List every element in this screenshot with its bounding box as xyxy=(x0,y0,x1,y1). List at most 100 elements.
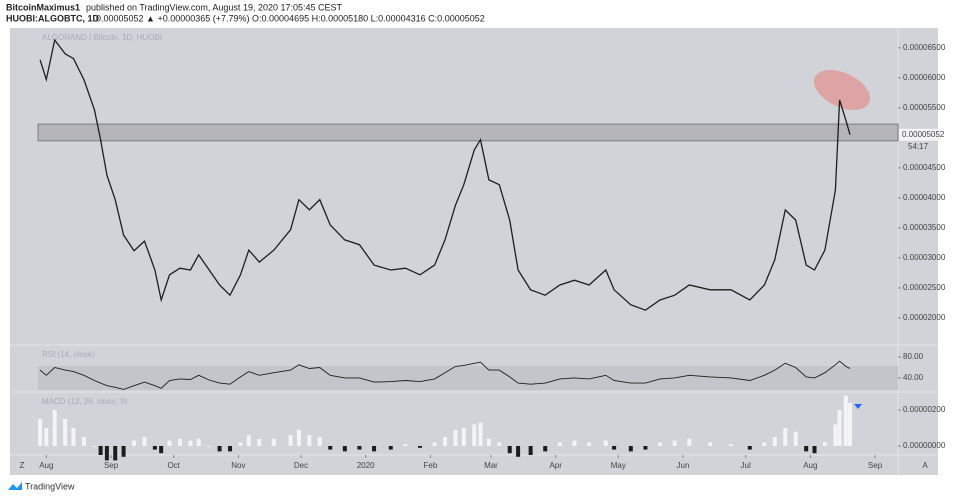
rsi-line xyxy=(39,360,851,390)
x-tick-label: Mar xyxy=(484,461,498,470)
price-line xyxy=(39,38,851,311)
macd-bar xyxy=(71,428,76,446)
macd-bar xyxy=(159,446,164,454)
macd-bar xyxy=(104,446,109,461)
macd-bar xyxy=(342,446,347,452)
x-tick-label: 2020 xyxy=(357,461,375,470)
footer-logo: TradingView xyxy=(8,481,75,491)
macd-bar xyxy=(833,424,838,446)
y-tick-label: 0.00002500 xyxy=(903,283,946,292)
y-tick-label: 80.00 xyxy=(903,352,924,361)
macd-bar xyxy=(188,440,193,446)
x-tick-label: Sep xyxy=(104,461,119,470)
x-tick-label: Jul xyxy=(741,461,751,470)
logo-icon xyxy=(8,482,22,490)
macd-bar xyxy=(196,438,201,446)
macd-bar xyxy=(461,428,466,446)
macd-bar xyxy=(98,446,103,455)
macd-bar xyxy=(708,442,713,446)
macd-bar xyxy=(747,446,752,450)
x-tick-label: Dec xyxy=(294,461,308,470)
macd-bar xyxy=(729,444,734,446)
macd-bar xyxy=(177,438,182,446)
macd-title: MACD (12, 26, close, 9) xyxy=(42,397,128,406)
y-tick-label: 0.00000000 xyxy=(903,441,946,450)
legend: ALGORAND / Bitcoin, 1D, HUOBI xyxy=(42,33,162,42)
macd-bar xyxy=(528,446,533,455)
macd-bar xyxy=(486,438,491,446)
macd-bar xyxy=(612,446,617,450)
macd-bar xyxy=(271,438,276,446)
y-tick-label: 40.00 xyxy=(903,373,924,382)
x-tick-label: Oct xyxy=(167,461,180,470)
x-tick-label: Sep xyxy=(868,461,883,470)
macd-bar xyxy=(113,446,118,461)
macd-bar xyxy=(497,442,502,446)
macd-bar xyxy=(432,442,437,446)
macd-bar xyxy=(288,435,293,446)
macd-bar xyxy=(793,431,798,446)
x-tick-label: May xyxy=(611,461,626,470)
macd-bar xyxy=(228,446,233,452)
x-tick-label: Feb xyxy=(424,461,438,470)
footer-text: TradingView xyxy=(25,481,75,491)
macd-bar xyxy=(847,402,852,446)
macd-bar xyxy=(804,446,809,452)
x-tick-label: Nov xyxy=(231,461,245,470)
macd-bar xyxy=(543,446,548,452)
macd-bar xyxy=(587,442,592,446)
macd-bar xyxy=(783,428,788,446)
resistance-zone xyxy=(37,123,899,142)
macd-bar xyxy=(572,440,577,446)
macd-bar xyxy=(453,429,458,446)
macd-bar xyxy=(52,410,57,446)
macd-bar xyxy=(167,440,172,446)
highlight-ellipse xyxy=(813,70,871,110)
macd-bar xyxy=(388,446,393,450)
macd-bar xyxy=(478,422,483,446)
macd-bar xyxy=(152,446,157,450)
y-tick-label: 0.00003500 xyxy=(903,223,946,232)
chart-bg xyxy=(10,28,938,475)
macd-bar xyxy=(142,437,147,446)
y-tick-label: 0.00000200 xyxy=(903,405,946,414)
y-tick-label: 0.00002000 xyxy=(903,313,946,322)
macd-bar xyxy=(812,446,817,454)
y-tick-label: 0.00004000 xyxy=(903,193,946,202)
macd-bar xyxy=(772,437,777,446)
last-price-box xyxy=(899,128,941,141)
macd-bar xyxy=(762,442,767,446)
macd-bar xyxy=(443,437,448,446)
macd-bar xyxy=(643,446,648,450)
macd-bar xyxy=(357,446,362,450)
macd-bar xyxy=(472,424,477,446)
macd-bar xyxy=(672,440,677,446)
x-tick-label: Aug xyxy=(803,461,817,470)
rsi-band xyxy=(38,366,898,390)
macd-bar xyxy=(296,429,301,446)
macd-bar xyxy=(238,442,243,446)
y-tick-label: 0.00004500 xyxy=(903,163,946,172)
macd-marker xyxy=(853,404,862,409)
macd-bar xyxy=(843,395,848,446)
macd-bar xyxy=(507,446,512,454)
macd-bar xyxy=(317,437,322,446)
macd-bar xyxy=(403,444,408,446)
control[interactable]: Z xyxy=(20,461,25,470)
macd-bar xyxy=(92,446,97,447)
published: published on TradingView.com, August 19,… xyxy=(86,2,343,12)
macd-bar xyxy=(837,410,842,446)
x-tick-label: Apr xyxy=(549,461,562,470)
macd-bar xyxy=(557,442,562,446)
macd-bar xyxy=(822,442,827,446)
macd-bar xyxy=(132,440,137,446)
macd-bar xyxy=(246,435,251,446)
x-tick-label: Aug xyxy=(39,461,53,470)
last-price-label: 0.00005052 xyxy=(902,130,945,139)
macd-bar xyxy=(687,438,692,446)
control[interactable]: A xyxy=(922,461,928,470)
macd-bar xyxy=(516,446,521,457)
macd-bar xyxy=(307,435,312,446)
quote: 0.00005052 ▲ +0.00000365 (+7.79%) O:0.00… xyxy=(96,13,485,23)
